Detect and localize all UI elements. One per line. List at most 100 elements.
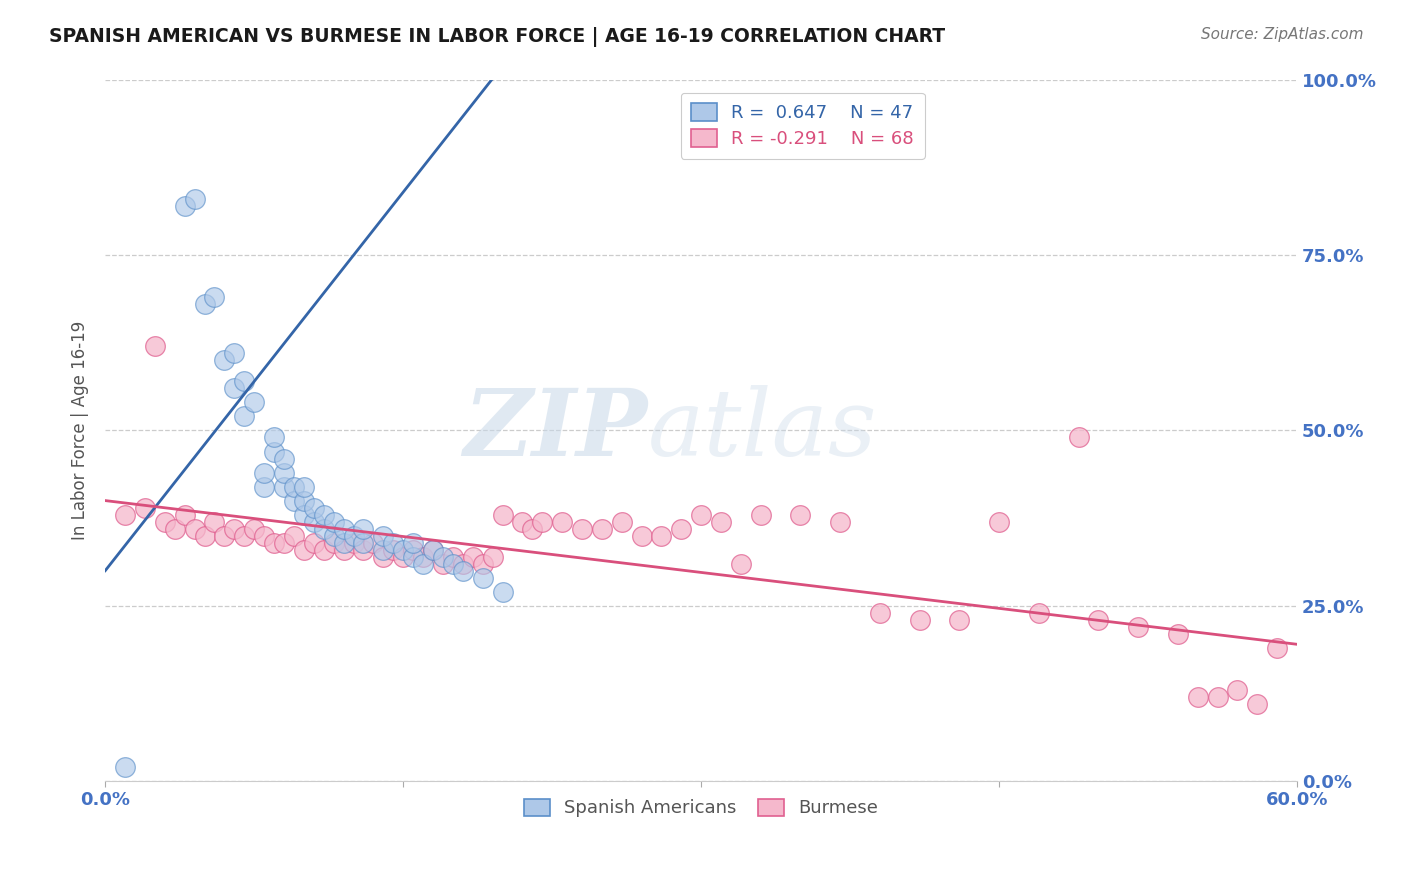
- Point: [908, 613, 931, 627]
- Point: [988, 515, 1011, 529]
- Point: [1128, 620, 1150, 634]
- Point: [1087, 613, 1109, 627]
- Point: [322, 515, 344, 529]
- Point: [193, 297, 215, 311]
- Point: [610, 515, 633, 529]
- Point: [522, 522, 544, 536]
- Point: [134, 500, 156, 515]
- Point: [432, 549, 454, 564]
- Point: [224, 346, 246, 360]
- Point: [153, 515, 176, 529]
- Point: [412, 549, 434, 564]
- Point: [273, 479, 295, 493]
- Point: [312, 542, 335, 557]
- Point: [491, 508, 513, 522]
- Point: [789, 508, 811, 522]
- Text: ZIP: ZIP: [463, 385, 648, 475]
- Point: [263, 444, 285, 458]
- Point: [471, 557, 494, 571]
- Point: [749, 508, 772, 522]
- Point: [214, 353, 236, 368]
- Point: [253, 466, 276, 480]
- Point: [263, 535, 285, 549]
- Point: [1226, 682, 1249, 697]
- Point: [352, 522, 374, 536]
- Point: [1265, 640, 1288, 655]
- Point: [1028, 606, 1050, 620]
- Point: [392, 549, 415, 564]
- Point: [114, 508, 136, 522]
- Point: [373, 528, 395, 542]
- Point: [292, 508, 315, 522]
- Point: [690, 508, 713, 522]
- Text: atlas: atlas: [648, 385, 877, 475]
- Point: [292, 479, 315, 493]
- Point: [224, 522, 246, 536]
- Point: [402, 549, 425, 564]
- Point: [173, 199, 195, 213]
- Point: [412, 557, 434, 571]
- Point: [312, 522, 335, 536]
- Point: [869, 606, 891, 620]
- Point: [292, 542, 315, 557]
- Point: [273, 451, 295, 466]
- Point: [204, 515, 226, 529]
- Point: [312, 508, 335, 522]
- Point: [1067, 430, 1090, 444]
- Point: [283, 528, 305, 542]
- Point: [491, 584, 513, 599]
- Point: [512, 515, 534, 529]
- Point: [352, 542, 374, 557]
- Point: [531, 515, 554, 529]
- Point: [302, 515, 325, 529]
- Point: [283, 493, 305, 508]
- Text: SPANISH AMERICAN VS BURMESE IN LABOR FORCE | AGE 16-19 CORRELATION CHART: SPANISH AMERICAN VS BURMESE IN LABOR FOR…: [49, 27, 945, 46]
- Point: [432, 557, 454, 571]
- Point: [183, 192, 205, 206]
- Point: [481, 549, 503, 564]
- Point: [382, 535, 405, 549]
- Point: [143, 339, 166, 353]
- Point: [322, 535, 344, 549]
- Point: [342, 528, 364, 542]
- Point: [1167, 627, 1189, 641]
- Point: [233, 528, 256, 542]
- Point: [273, 466, 295, 480]
- Point: [352, 535, 374, 549]
- Text: Source: ZipAtlas.com: Source: ZipAtlas.com: [1201, 27, 1364, 42]
- Point: [342, 535, 364, 549]
- Point: [373, 549, 395, 564]
- Point: [441, 549, 464, 564]
- Point: [948, 613, 970, 627]
- Point: [1246, 697, 1268, 711]
- Point: [461, 549, 484, 564]
- Point: [422, 542, 444, 557]
- Point: [1206, 690, 1229, 704]
- Point: [392, 542, 415, 557]
- Y-axis label: In Labor Force | Age 16-19: In Labor Force | Age 16-19: [72, 321, 89, 541]
- Point: [551, 515, 574, 529]
- Point: [332, 535, 354, 549]
- Point: [163, 522, 186, 536]
- Point: [671, 522, 693, 536]
- Point: [650, 528, 672, 542]
- Point: [402, 535, 425, 549]
- Point: [253, 479, 276, 493]
- Point: [382, 542, 405, 557]
- Point: [292, 493, 315, 508]
- Point: [591, 522, 613, 536]
- Point: [630, 528, 652, 542]
- Point: [441, 557, 464, 571]
- Point: [233, 375, 256, 389]
- Point: [422, 542, 444, 557]
- Point: [730, 557, 752, 571]
- Point: [302, 535, 325, 549]
- Point: [243, 522, 266, 536]
- Point: [302, 500, 325, 515]
- Point: [402, 542, 425, 557]
- Point: [322, 528, 344, 542]
- Point: [263, 430, 285, 444]
- Point: [173, 508, 195, 522]
- Point: [204, 290, 226, 304]
- Point: [451, 557, 474, 571]
